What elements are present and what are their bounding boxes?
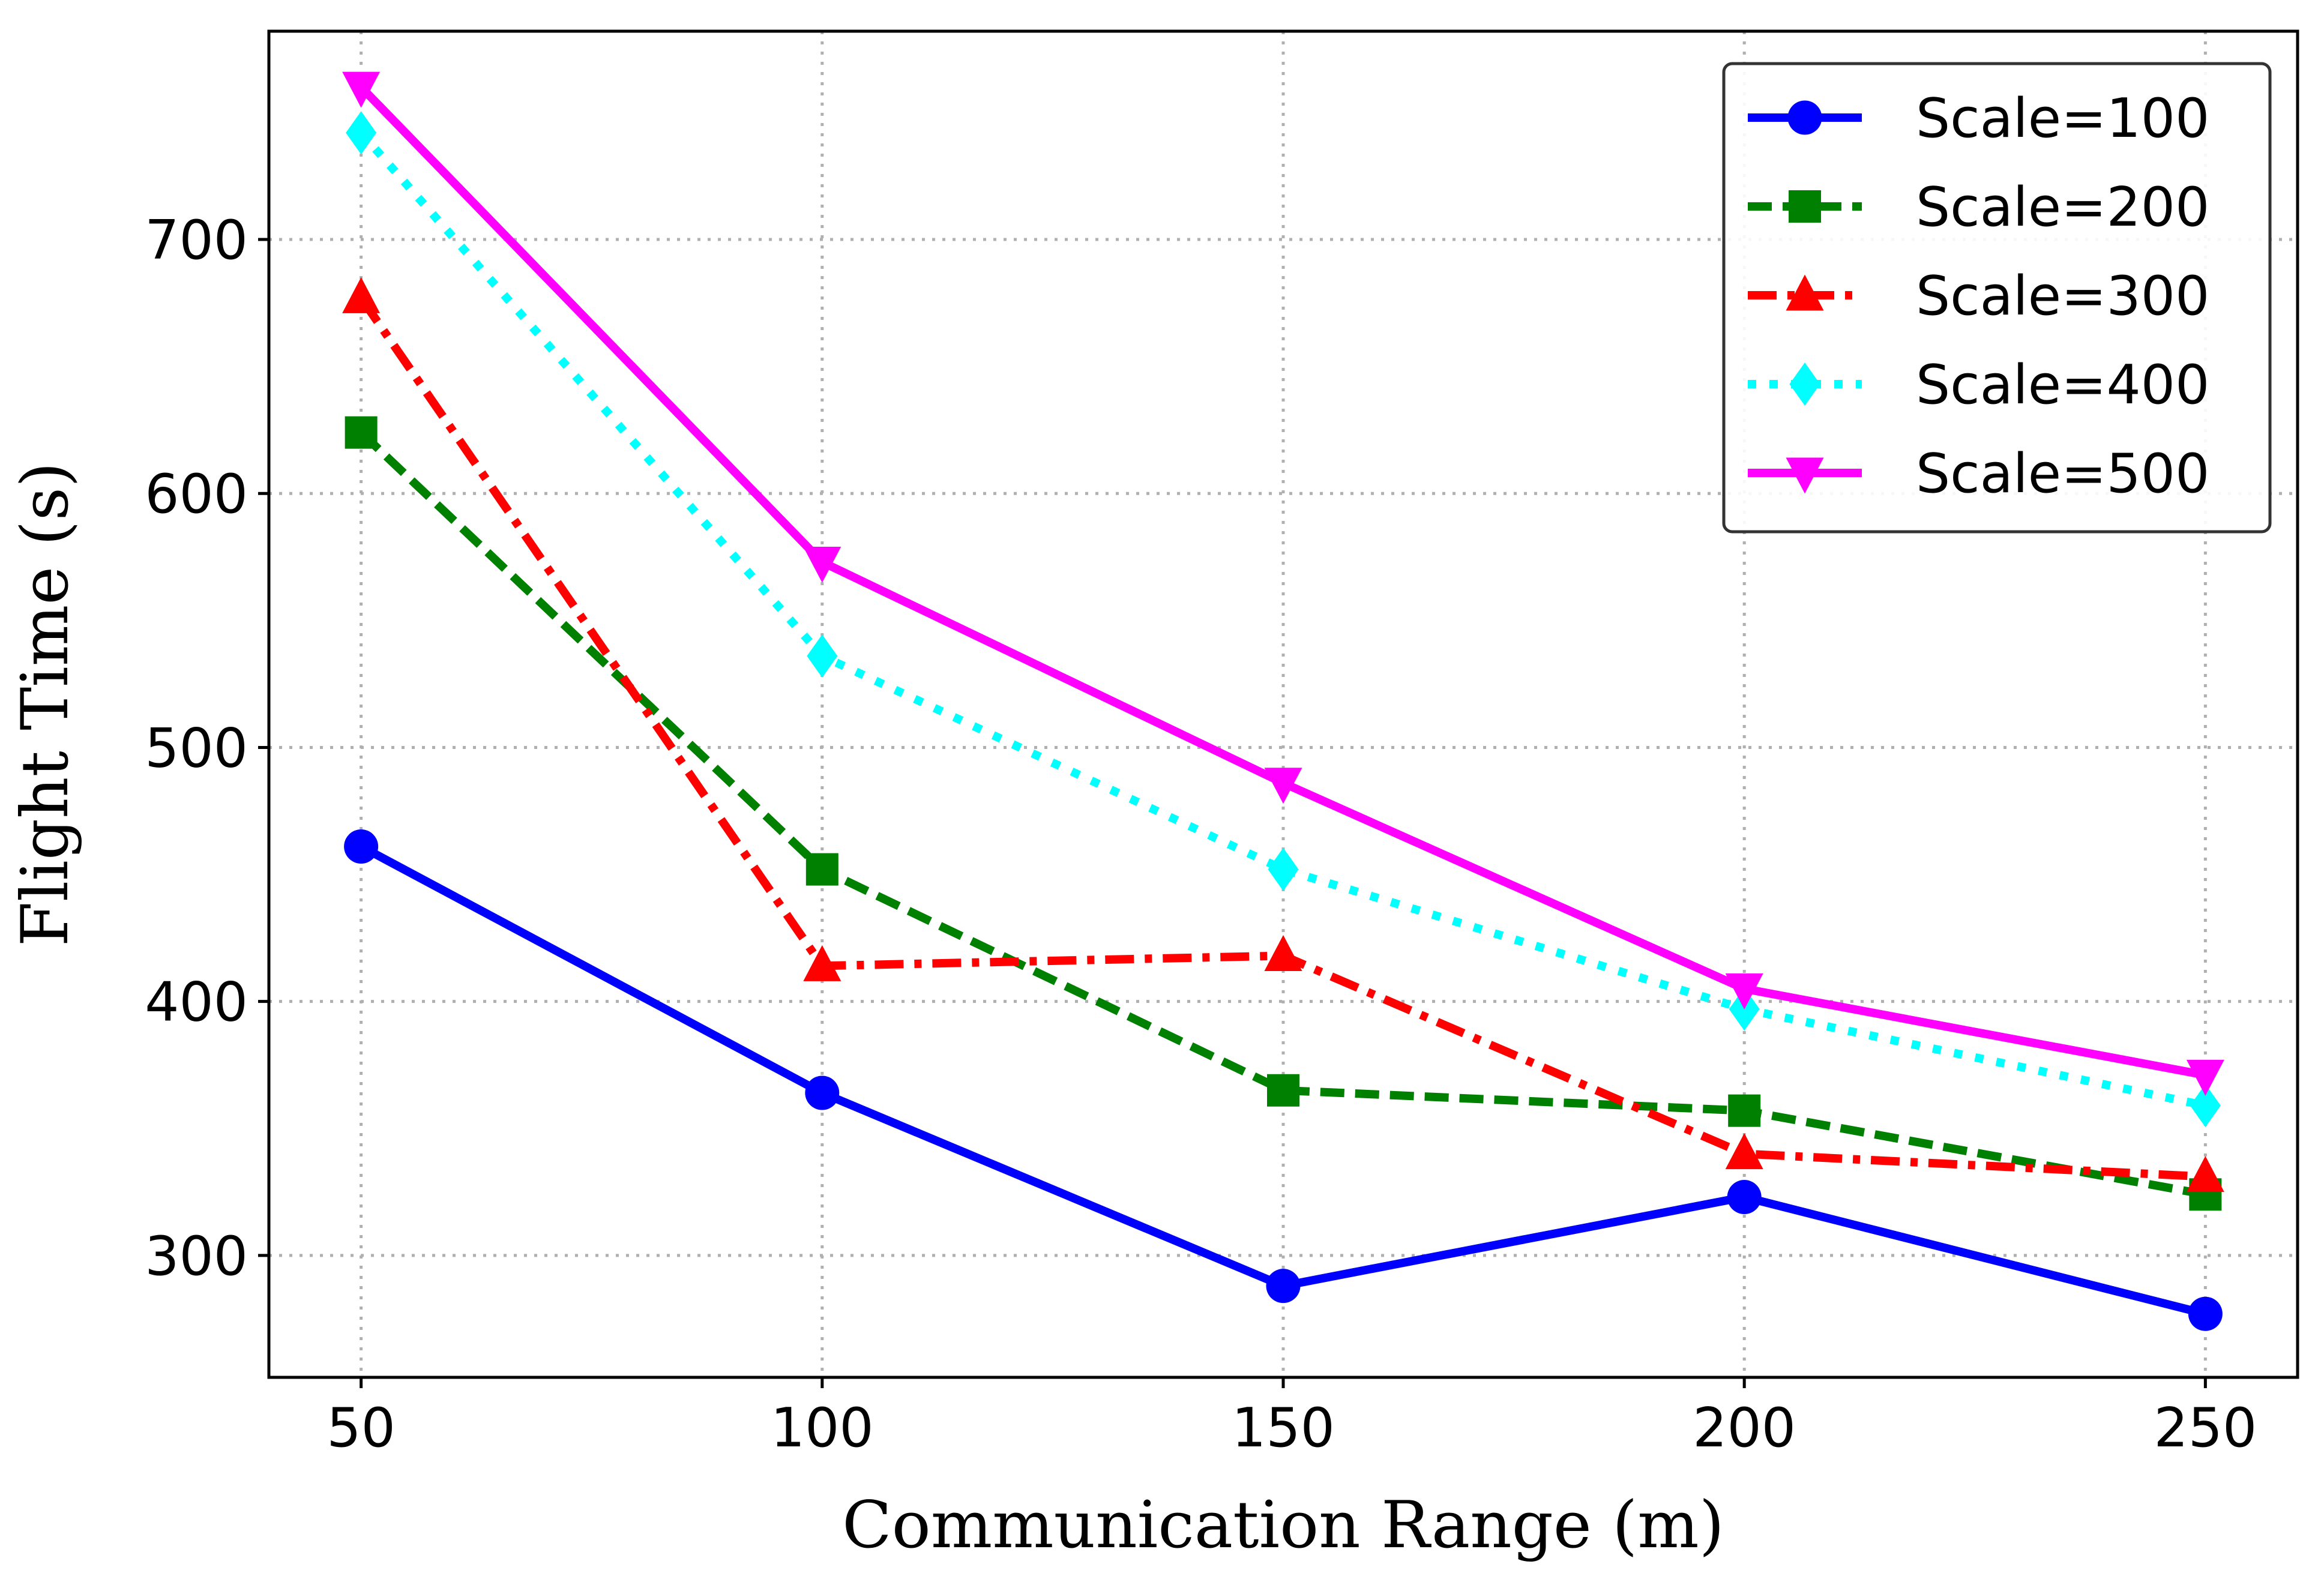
legend-label: Scale=300 [1916,265,2209,328]
data-point [1727,1180,1762,1215]
series-line [358,429,2206,1199]
data-point [346,111,377,155]
data-point [344,829,379,864]
legend-marker [1786,274,1824,311]
legend-item: Scale=100 [1748,87,2209,150]
y-tick-label: 700 [145,209,248,272]
data-point [803,945,841,981]
x-tick-label: 100 [771,1397,874,1460]
data-point [1267,1074,1299,1107]
x-tick-label: 50 [327,1397,396,1460]
axis-ticks: 50 100 150 200 250 300 400 500 600 700 [145,209,2257,1460]
legend-item: Scale=300 [1748,265,2209,328]
data-point [2186,1059,2224,1096]
legend-label: Scale=200 [1916,176,2209,239]
data-point [1728,1094,1761,1127]
legend-item: Scale=400 [1748,353,2209,417]
data-point [1725,1133,1763,1170]
data-point [803,547,841,583]
data-point [805,853,838,886]
legend-item: Scale=500 [1748,442,2209,505]
legend-marker [1786,457,1824,494]
x-axis-label: Communication Range (m) [842,1488,1724,1563]
legend-label: Scale=400 [1916,353,2209,417]
data-point [1264,934,1302,971]
legend-marker [1789,190,1821,223]
series-scale-300 [342,277,2224,1192]
grid-lines [269,31,2298,1377]
series-scale-100 [344,829,2223,1331]
series-scale-500 [342,71,2224,1096]
y-tick-label: 600 [145,463,248,526]
data-point [2186,1156,2224,1192]
x-tick-label: 150 [1232,1397,1335,1460]
data-point [1264,768,1302,804]
y-tick-label: 300 [145,1225,248,1288]
y-tick-label: 500 [145,717,248,780]
data-point [2190,1084,2221,1128]
data-point [1268,847,1299,891]
x-tick-label: 200 [1693,1397,1796,1460]
data-point [805,1075,840,1110]
y-axis-label: Flight Time (s) [8,462,83,946]
legend-item: Scale=200 [1748,176,2209,239]
data-point [2188,1296,2223,1331]
legend-marker [1789,362,1820,406]
data-point [1725,973,1763,1009]
legend-marker [1787,100,1822,135]
series-line [358,130,2206,1110]
y-tick-label: 400 [145,971,248,1034]
data-point [345,416,378,449]
legend-label: Scale=500 [1916,442,2209,505]
data-point [342,277,381,313]
x-tick-label: 250 [2154,1397,2257,1460]
legend: Scale=100 Scale=200 Scale=300 Scale=400 Scal… [1722,62,2272,534]
data-point [342,71,381,108]
data-point [807,634,838,678]
legend-label: Scale=100 [1916,87,2209,150]
data-point [1266,1269,1301,1304]
legend-box [1722,62,2272,534]
series-group [342,71,2224,1331]
